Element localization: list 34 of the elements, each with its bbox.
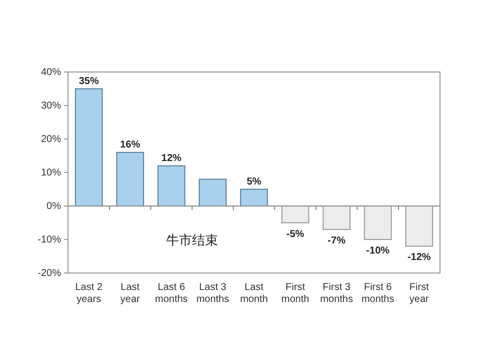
data-label: 16% (120, 139, 140, 150)
x-tick-label: First year (409, 282, 430, 305)
data-label: -10% (366, 246, 390, 256)
bar (116, 152, 144, 206)
x-tick-label: Last 6 months (155, 282, 188, 305)
x-tick-label: Last 3 months (196, 282, 230, 305)
bar (322, 206, 350, 230)
y-tick-label: 20% (40, 134, 62, 146)
data-label: 5% (246, 176, 262, 188)
x-tick-label: Last year (120, 282, 141, 305)
x-tick-label: First month (281, 282, 310, 305)
y-tick-label: 30% (40, 100, 62, 112)
data-label: 12% (161, 152, 182, 164)
bar (240, 188, 268, 206)
bar (74, 88, 103, 206)
data-label: -7% (328, 235, 346, 246)
bar (364, 206, 392, 240)
y-tick-label: -10% (38, 234, 62, 246)
x-tick-label: First 3 months (320, 282, 353, 305)
bar (158, 165, 186, 206)
y-tick-label: 0% (46, 201, 62, 212)
annotation: 牛市结束 (166, 232, 218, 248)
data-label: 35% (78, 76, 99, 87)
bar (405, 206, 434, 247)
data-label: -12% (407, 252, 431, 264)
bar (198, 178, 227, 206)
y-tick-label: -20% (38, 268, 62, 280)
x-tick-label: First 6 months (361, 282, 394, 305)
y-tick-label: 10% (40, 168, 62, 179)
data-label: -5% (286, 228, 304, 240)
x-tick-label: Last 2 years (75, 282, 103, 305)
bar (281, 206, 310, 224)
x-tick-label: Last month (240, 282, 268, 305)
y-tick-label: 40% (40, 67, 62, 78)
